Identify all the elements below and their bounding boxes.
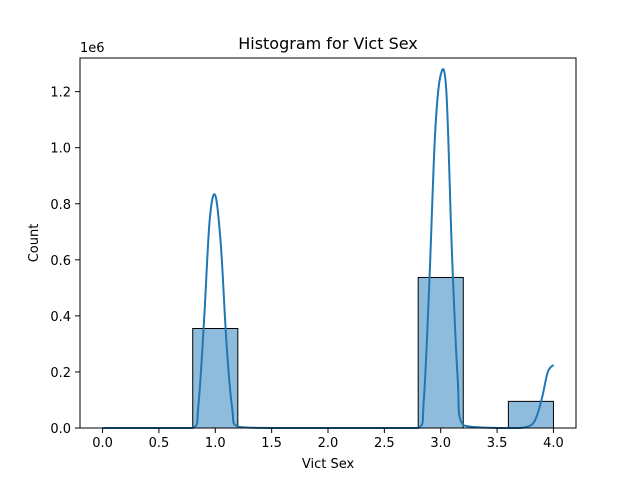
histogram-bar bbox=[192, 327, 239, 429]
histogram-bar bbox=[507, 400, 554, 429]
x-axis-label: Vict Sex bbox=[302, 457, 355, 472]
y-tick-label: 0.6 bbox=[50, 254, 71, 269]
y-tick-label: 0.2 bbox=[50, 366, 71, 381]
x-tick-label: 3.0 bbox=[430, 436, 451, 451]
x-tick-label: 2.0 bbox=[318, 436, 339, 451]
y-tick-label: 1.0 bbox=[50, 142, 71, 157]
x-tick-label: 1.5 bbox=[261, 436, 282, 451]
y-offset-text: 1e6 bbox=[80, 41, 105, 56]
x-tick-label: 0.0 bbox=[92, 436, 113, 451]
x-tick-label: 2.5 bbox=[374, 436, 395, 451]
x-tick-label: 3.5 bbox=[487, 436, 508, 451]
y-tick-label: 0.4 bbox=[50, 310, 71, 325]
chart-title: Histogram for Vict Sex bbox=[238, 34, 418, 53]
y-axis-label: Count bbox=[27, 224, 42, 263]
x-tick-label: 4.0 bbox=[543, 436, 564, 451]
y-axis: 0.0 0.2 0.4 0.6 0.8 1.0 1.2 bbox=[50, 86, 80, 437]
x-axis: 0.0 0.5 1.0 1.5 2.0 2.5 3.0 3.5 4.0 bbox=[92, 428, 564, 451]
y-tick-label: 0.0 bbox=[50, 422, 71, 437]
y-tick-label: 0.8 bbox=[50, 198, 71, 213]
x-tick-label: 1.0 bbox=[205, 436, 226, 451]
y-tick-label: 1.2 bbox=[50, 86, 71, 101]
x-tick-label: 0.5 bbox=[149, 436, 170, 451]
